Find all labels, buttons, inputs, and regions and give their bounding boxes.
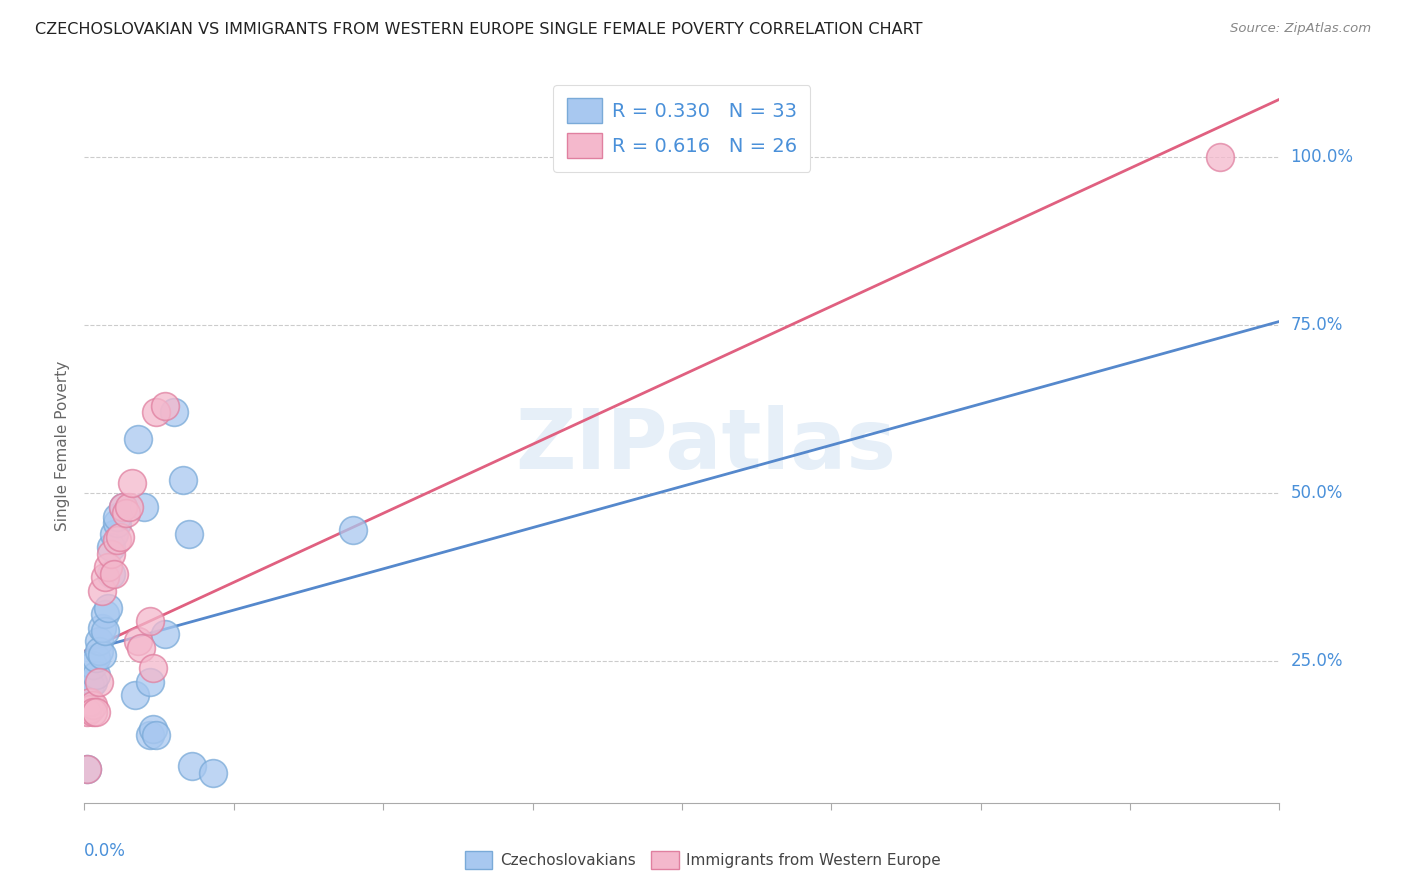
Point [97, 560, 120, 574]
Point [132, 500, 156, 514]
Point [342, 523, 364, 537]
Text: CZECHOSLOVAKIAN VS IMMIGRANTS FROM WESTERN EUROPE SINGLE FEMALE POVERTY CORRELAT: CZECHOSLOVAKIAN VS IMMIGRANTS FROM WESTE… [35, 22, 922, 37]
Point [142, 661, 165, 675]
Point [105, 516, 128, 531]
Point [201, 765, 224, 780]
Point [82, 705, 104, 719]
Point [100, 540, 122, 554]
Text: ZIPatlas: ZIPatlas [516, 406, 896, 486]
Point [76, 762, 98, 776]
Point [82, 657, 104, 672]
Point [127, 432, 149, 446]
Point [153, 627, 176, 641]
Point [94, 607, 117, 622]
Point [103, 526, 125, 541]
Point [145, 729, 167, 743]
Point [100, 566, 122, 581]
Point [172, 473, 194, 487]
Point [79, 701, 101, 715]
Point [139, 614, 162, 628]
Point [86, 651, 108, 665]
Point [103, 566, 125, 581]
Point [82, 698, 104, 713]
Point [79, 678, 101, 692]
Point [82, 674, 104, 689]
Point [121, 476, 143, 491]
Point [115, 506, 138, 520]
Point [76, 705, 98, 719]
Point [145, 405, 167, 419]
Point [110, 530, 132, 544]
Point [89, 674, 111, 689]
Point [97, 600, 120, 615]
Point [124, 688, 146, 702]
Point [105, 509, 128, 524]
Point [76, 762, 98, 776]
Point [1209, 149, 1232, 163]
Point [91, 648, 114, 662]
Point [177, 526, 200, 541]
Point [89, 634, 111, 648]
Y-axis label: Single Female Poverty: Single Female Poverty [55, 361, 70, 531]
Point [91, 621, 114, 635]
Text: 100.0%: 100.0% [1291, 147, 1354, 166]
Point [142, 722, 165, 736]
Point [91, 583, 114, 598]
Text: 50.0%: 50.0% [1291, 484, 1343, 502]
Point [118, 500, 141, 514]
Point [86, 668, 108, 682]
Point [79, 695, 101, 709]
Point [94, 570, 117, 584]
Point [153, 399, 176, 413]
Point [112, 500, 135, 514]
Point [163, 405, 186, 419]
Point [112, 500, 135, 514]
Text: Source: ZipAtlas.com: Source: ZipAtlas.com [1230, 22, 1371, 36]
Point [86, 705, 108, 719]
Legend: R = 0.330   N = 33, R = 0.616   N = 26: R = 0.330 N = 33, R = 0.616 N = 26 [554, 85, 810, 171]
Point [127, 634, 149, 648]
Point [139, 674, 162, 689]
Point [139, 729, 162, 743]
Point [105, 533, 128, 548]
Point [89, 644, 111, 658]
Point [100, 547, 122, 561]
Text: 25.0%: 25.0% [1291, 652, 1343, 671]
Point [94, 624, 117, 639]
Point [129, 640, 152, 655]
Text: 75.0%: 75.0% [1291, 316, 1343, 334]
Text: 0.0%: 0.0% [84, 842, 127, 860]
Legend: Czechoslovakians, Immigrants from Western Europe: Czechoslovakians, Immigrants from Wester… [458, 845, 948, 875]
Point [181, 758, 204, 772]
